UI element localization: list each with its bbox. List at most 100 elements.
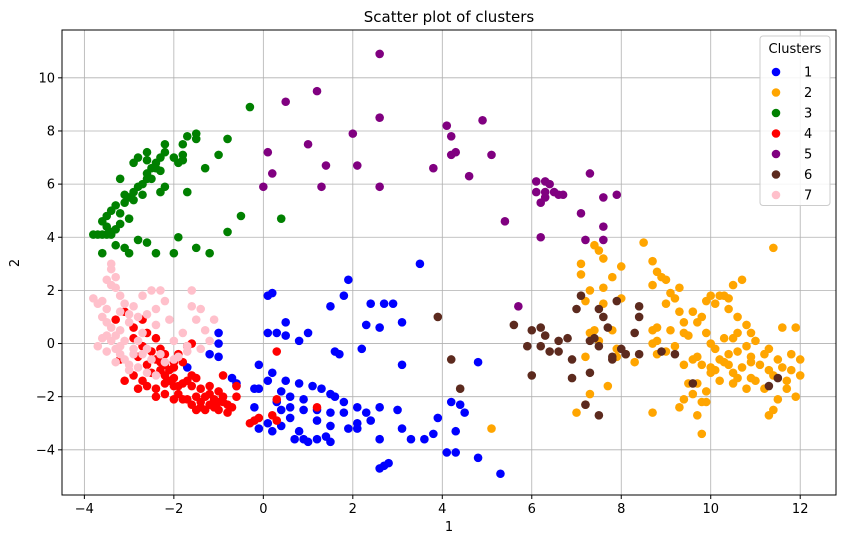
legend-label: 2 (804, 86, 812, 101)
data-point (160, 296, 170, 306)
data-point (205, 336, 214, 346)
data-point (648, 408, 657, 417)
data-point (679, 317, 689, 327)
data-point (326, 421, 335, 431)
data-point (111, 283, 120, 293)
data-point (764, 365, 774, 375)
data-point (156, 349, 165, 359)
data-point (429, 163, 438, 173)
data-point (111, 357, 120, 367)
data-point (196, 397, 205, 407)
y-tick-label: −2 (36, 390, 55, 405)
data-point (281, 331, 290, 340)
data-point (223, 408, 232, 417)
data-point (335, 349, 344, 359)
data-point (263, 376, 273, 386)
data-point (375, 323, 384, 332)
data-point (250, 384, 259, 394)
data-point (133, 363, 143, 372)
data-point (200, 163, 210, 173)
legend-label: 6 (804, 168, 812, 183)
data-point (599, 312, 608, 322)
data-point (169, 363, 179, 372)
data-point (375, 403, 384, 412)
legend-marker (771, 108, 781, 118)
data-point (129, 195, 138, 205)
x-tick-label: −4 (75, 502, 94, 517)
data-point (169, 355, 179, 364)
data-point (214, 328, 223, 338)
data-point (151, 304, 161, 314)
data-point (652, 336, 662, 346)
data-point (232, 381, 241, 391)
data-point (733, 328, 742, 338)
legend-marker (771, 170, 781, 179)
data-point (178, 328, 188, 338)
data-point (527, 371, 537, 380)
data-point (599, 283, 608, 293)
data-point (496, 469, 505, 479)
x-tick-label: 0 (259, 502, 267, 517)
data-points (89, 49, 805, 479)
data-point (276, 405, 286, 415)
data-point (115, 307, 125, 316)
data-point (509, 320, 519, 330)
data-point (312, 434, 322, 444)
data-point (487, 150, 496, 160)
data-point (608, 272, 617, 282)
data-point (742, 341, 751, 351)
data-point (648, 280, 657, 290)
data-point (536, 232, 546, 242)
data-point (724, 349, 733, 359)
data-point (697, 360, 707, 370)
data-point (218, 371, 228, 380)
x-tick-label: 8 (617, 502, 625, 517)
data-point (339, 408, 349, 417)
data-point (200, 325, 210, 335)
data-point (536, 341, 546, 351)
data-point (205, 381, 214, 391)
data-point (442, 448, 452, 457)
data-point (299, 395, 308, 404)
data-point (657, 347, 666, 356)
data-point (572, 304, 581, 314)
data-point (129, 302, 138, 311)
y-tick-label: 0 (47, 337, 55, 352)
data-point (567, 373, 577, 383)
y-tick-label: 4 (47, 231, 55, 246)
data-point (156, 286, 165, 295)
data-point (648, 325, 657, 335)
data-point (706, 291, 716, 301)
data-point (290, 434, 299, 444)
data-point (120, 299, 129, 308)
legend-marker (771, 129, 781, 138)
data-point (688, 355, 698, 364)
data-point (187, 302, 197, 311)
data-point (147, 174, 156, 184)
data-point (446, 355, 456, 364)
x-tick-label: 10 (702, 502, 719, 517)
data-point (567, 355, 577, 364)
data-point (742, 320, 751, 330)
data-point (267, 426, 277, 436)
data-point (317, 182, 326, 192)
data-point (460, 408, 469, 417)
data-point (294, 426, 304, 436)
data-point (339, 397, 349, 407)
data-point (531, 177, 541, 186)
data-point (196, 344, 205, 354)
data-point (612, 190, 622, 200)
data-point (500, 217, 510, 226)
data-point (344, 424, 353, 433)
data-point (616, 262, 626, 271)
y-tick-label: −4 (36, 443, 55, 458)
data-point (102, 347, 112, 356)
data-point (174, 389, 183, 399)
data-point (563, 333, 572, 343)
data-point (259, 182, 268, 192)
data-point (728, 379, 738, 388)
data-point (442, 121, 452, 130)
data-point (464, 171, 474, 181)
data-point (737, 275, 747, 285)
data-point (554, 347, 563, 356)
